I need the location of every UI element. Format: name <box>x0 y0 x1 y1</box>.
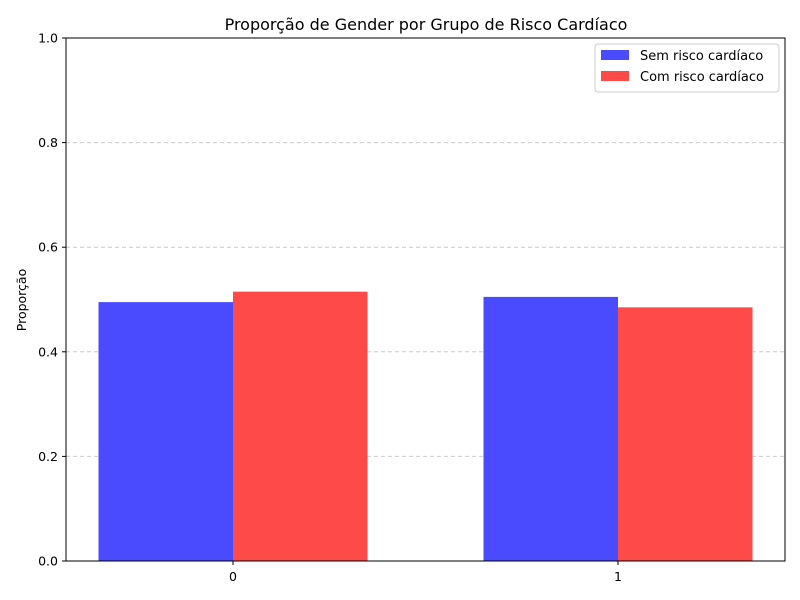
y-tick-label: 0.8 <box>38 135 58 150</box>
bar-sem-risco-0 <box>98 302 233 561</box>
y-tick-label: 0.4 <box>38 344 58 359</box>
bars <box>98 291 753 561</box>
y-tick-label: 0.0 <box>38 554 58 569</box>
bar-com-risco-1 <box>618 307 753 561</box>
legend-label: Sem risco cardíaco <box>640 49 763 64</box>
y-tick-label: 1.0 <box>38 31 58 46</box>
y-axis-ticks: 0.0 0.2 0.4 0.6 0.8 1.0 <box>38 31 66 569</box>
y-tick-label: 0.6 <box>38 240 58 255</box>
bar-com-risco-0 <box>233 291 368 561</box>
legend-label: Com risco cardíaco <box>640 70 764 85</box>
bar-sem-risco-1 <box>483 296 618 561</box>
y-tick-label: 0.2 <box>38 449 58 464</box>
x-tick-label: 1 <box>614 569 622 584</box>
legend-box <box>594 43 780 93</box>
chart-title: Proporção de Gender por Grupo de Risco C… <box>225 15 628 34</box>
legend-swatch <box>601 50 629 60</box>
x-tick-label: 0 <box>229 569 237 584</box>
legend-swatch <box>601 71 629 81</box>
legend: Sem risco cardíaco Com risco cardíaco <box>594 43 780 93</box>
plot-frame <box>65 37 786 562</box>
y-axis-title: Proporção <box>14 269 29 331</box>
